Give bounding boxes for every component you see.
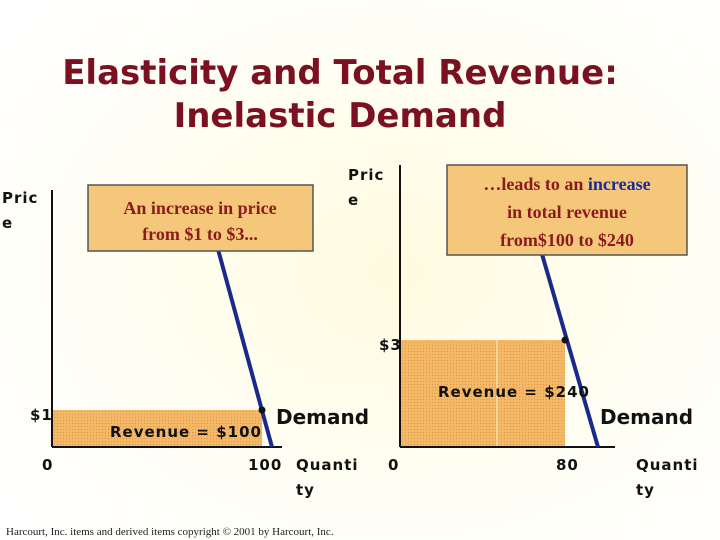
curve-label: Demand bbox=[600, 405, 693, 429]
callout-text: in total revenue bbox=[507, 202, 627, 222]
price-label: $1 bbox=[30, 406, 53, 424]
y-label: Pric bbox=[2, 189, 38, 207]
title: Elasticity and Total Revenue: bbox=[62, 53, 618, 93]
callout-text: An increase in price bbox=[123, 198, 276, 218]
title: Inelastic Demand bbox=[174, 96, 507, 136]
price-label: $3 bbox=[379, 336, 402, 354]
y-label: e bbox=[348, 191, 359, 209]
origin-label: 0 bbox=[388, 456, 399, 474]
quantity-label: 80 bbox=[556, 456, 579, 474]
footer: Harcourt, Inc. items and derived items c… bbox=[6, 526, 334, 538]
revenue-label: Revenue = $100 bbox=[110, 423, 262, 441]
point bbox=[258, 406, 266, 414]
callout-text: from$100 to $240 bbox=[500, 230, 634, 250]
callout-box bbox=[87, 184, 314, 252]
y-label: e bbox=[2, 214, 13, 232]
callout-part: …leads to an bbox=[483, 174, 588, 194]
y-label: Pric bbox=[348, 166, 384, 184]
revenue-label: Revenue = $240 bbox=[438, 383, 590, 401]
x-label: Quanti bbox=[636, 456, 699, 474]
callout-text: from $1 to $3... bbox=[142, 224, 258, 244]
origin-label: 0 bbox=[42, 456, 53, 474]
quantity-label: 100 bbox=[248, 456, 282, 474]
point bbox=[561, 336, 569, 344]
revenue-area bbox=[52, 410, 262, 447]
x-label: ty bbox=[636, 481, 655, 499]
callout-box bbox=[446, 164, 688, 256]
x-label: ty bbox=[296, 481, 315, 499]
callout-highlight: increase bbox=[588, 174, 651, 194]
curve-label: Demand bbox=[276, 405, 369, 429]
callout-text: …leads to an increase bbox=[483, 174, 650, 194]
revenue-area bbox=[400, 340, 565, 447]
x-label: Quanti bbox=[296, 456, 359, 474]
